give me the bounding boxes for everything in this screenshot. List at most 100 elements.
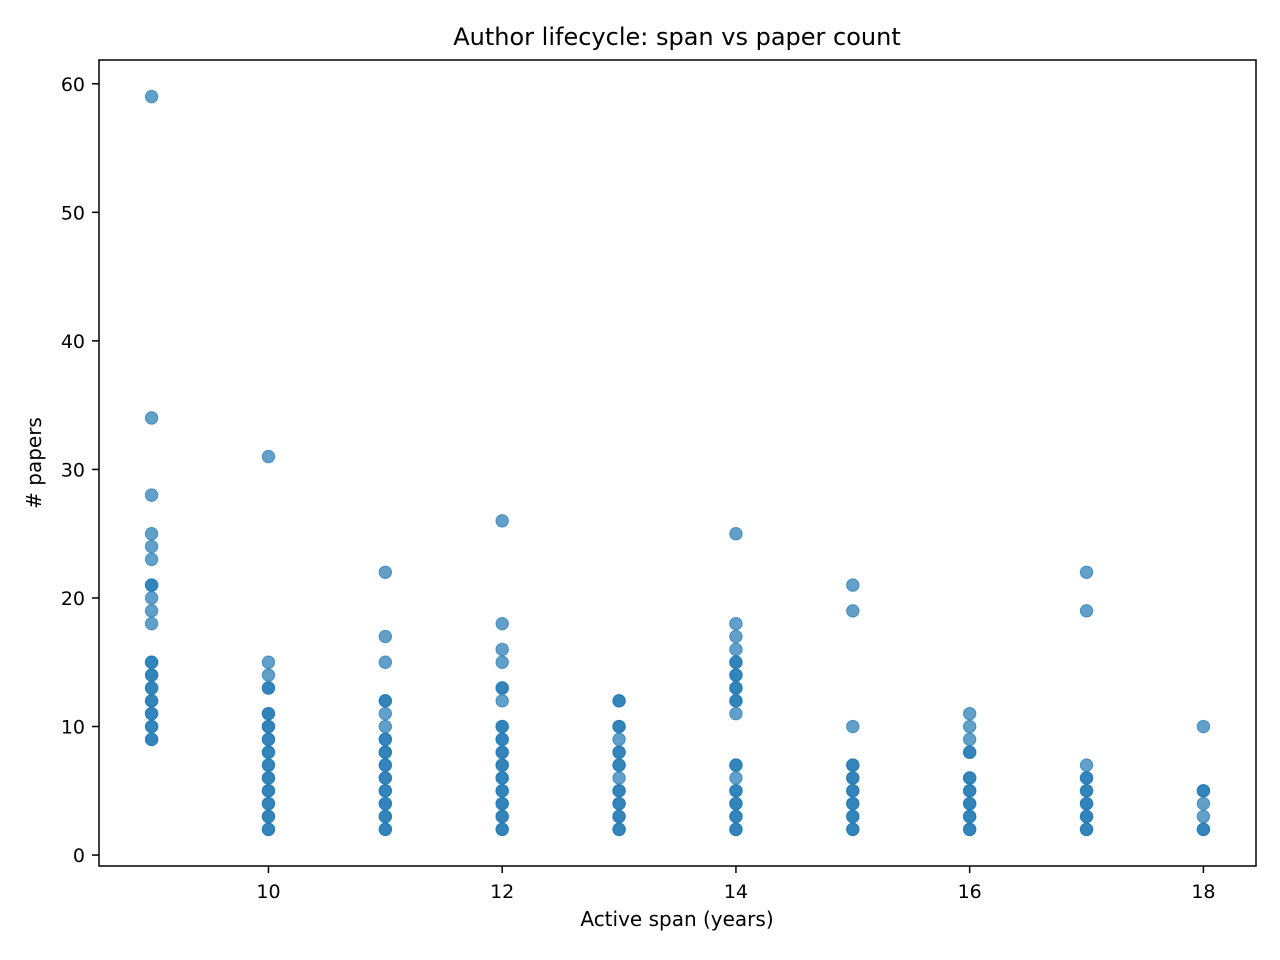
data-point [1079, 604, 1094, 618]
data-point [378, 771, 393, 785]
data-point [729, 784, 743, 798]
data-point [378, 565, 393, 579]
data-point [495, 822, 509, 837]
data-point [612, 732, 626, 747]
data-point [846, 796, 860, 811]
y-axis-ticks: 0 10 20 30 40 50 60 [61, 74, 99, 867]
data-point [729, 655, 743, 669]
data-point [729, 694, 743, 708]
data-point [1079, 771, 1094, 785]
data-point [378, 822, 393, 837]
data-point [729, 642, 743, 657]
data-point [1079, 758, 1094, 772]
data-point [144, 488, 159, 502]
data-point [261, 655, 276, 669]
data-point [378, 784, 393, 798]
data-point [846, 604, 860, 618]
data-point [378, 732, 393, 747]
data-point [612, 758, 626, 772]
data-point [612, 745, 626, 759]
data-point [378, 809, 393, 824]
data-point [1196, 719, 1211, 734]
data-point [729, 668, 743, 682]
data-point [962, 706, 977, 721]
data-point [261, 822, 276, 837]
data-point [378, 719, 393, 734]
data-point [846, 784, 860, 798]
x-tick-label: 14 [724, 881, 748, 903]
data-point [495, 784, 509, 798]
data-point [729, 616, 743, 631]
y-tick-label: 50 [61, 202, 85, 224]
data-point [846, 822, 860, 837]
data-point [729, 629, 743, 644]
data-point [144, 694, 159, 708]
data-point [495, 745, 509, 759]
data-point [612, 694, 626, 708]
data-point [144, 616, 159, 631]
data-point [1196, 809, 1211, 824]
data-point [1196, 784, 1211, 798]
data-point [962, 822, 977, 837]
y-tick-label: 0 [73, 845, 85, 867]
data-point [378, 796, 393, 811]
data-point [846, 578, 860, 592]
data-point [612, 796, 626, 811]
x-tick-label: 10 [256, 881, 280, 903]
data-point [378, 629, 393, 644]
data-point [144, 706, 159, 721]
data-point [261, 732, 276, 747]
data-point [144, 655, 159, 669]
data-point [846, 771, 860, 785]
data-point [729, 758, 743, 772]
data-point [729, 809, 743, 824]
data-point [261, 758, 276, 772]
data-point [144, 527, 159, 541]
data-point [144, 668, 159, 682]
data-point [261, 681, 276, 695]
y-tick-label: 60 [61, 74, 85, 96]
data-point [378, 758, 393, 772]
data-point [495, 642, 509, 657]
data-point [378, 706, 393, 721]
data-point [495, 732, 509, 747]
data-point [261, 745, 276, 759]
data-point [495, 681, 509, 695]
data-point [144, 719, 159, 734]
data-point [962, 732, 977, 747]
data-point [729, 681, 743, 695]
data-point [495, 771, 509, 785]
data-points [144, 89, 1211, 837]
data-point [495, 809, 509, 824]
data-point [962, 809, 977, 824]
data-point [144, 604, 159, 618]
data-point [261, 784, 276, 798]
data-point [1079, 784, 1094, 798]
data-point [378, 655, 393, 669]
chart-title: Author lifecycle: span vs paper count [453, 23, 901, 51]
data-point [962, 796, 977, 811]
data-point [495, 655, 509, 669]
x-tick-label: 16 [958, 881, 982, 903]
x-tick-label: 12 [490, 881, 514, 903]
data-point [144, 732, 159, 747]
data-point [144, 552, 159, 567]
data-point [612, 771, 626, 785]
data-point [962, 771, 977, 785]
data-point [495, 514, 509, 528]
y-tick-label: 30 [61, 459, 85, 481]
data-point [495, 758, 509, 772]
y-tick-label: 20 [61, 588, 85, 610]
data-point [261, 706, 276, 721]
y-axis-label: # papers [22, 417, 46, 509]
data-point [261, 796, 276, 811]
data-point [1079, 822, 1094, 837]
data-point [144, 89, 159, 104]
data-point [729, 527, 743, 541]
data-point [612, 809, 626, 824]
data-point [1079, 809, 1094, 824]
data-point [378, 694, 393, 708]
data-point [261, 719, 276, 734]
x-axis-label: Active span (years) [580, 907, 773, 931]
